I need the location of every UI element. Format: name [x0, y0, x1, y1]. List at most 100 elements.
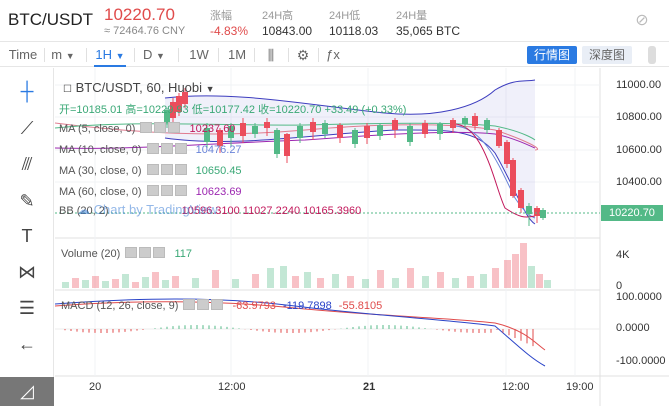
volume-bar: [232, 279, 239, 288]
legend-ma10: MA (10, close, 0) 10476.27: [59, 143, 242, 156]
legend-bb-label: BB (20, 2): [59, 205, 109, 217]
stat-change-label: 涨幅: [210, 10, 232, 22]
divider: [218, 48, 219, 62]
price-axis-label: 10400.00: [616, 176, 662, 188]
legend-eye-icon[interactable]: [183, 299, 196, 310]
legend-settings-icon[interactable]: [160, 185, 173, 196]
last-price-tag: 10220.70: [601, 205, 663, 221]
legend-macd-value-2: -119.7898: [283, 300, 332, 312]
legend-close-icon[interactable]: [211, 299, 224, 310]
candle-body: [472, 116, 478, 126]
volume-bar: [504, 260, 511, 288]
brush-icon[interactable]: ✎: [19, 191, 35, 211]
volume-bar: [332, 274, 339, 288]
volume-bar: [536, 274, 543, 288]
legend-ma60: MA (60, close, 0) 10623.69: [59, 185, 242, 198]
legend-title-text: BTC/USDT, 60, Huobi: [75, 80, 203, 95]
legend-close-icon[interactable]: [153, 247, 166, 258]
tab-hour[interactable]: 1H ▼: [94, 43, 126, 67]
tradingview-watermark[interactable]: ☁ Chart by TradingView: [77, 202, 218, 218]
pattern-icon[interactable]: ⋈: [18, 262, 36, 282]
ticker-header: BTC/USDT 10220.70 ≈ 72464.76 CNY 涨幅 -4.8…: [0, 0, 669, 42]
volume-bar: [437, 272, 444, 288]
parallel-lines-icon[interactable]: ⫻: [21, 154, 33, 174]
volume-bar: [280, 266, 287, 288]
volume-bar: [192, 278, 199, 288]
volume-bar: [252, 274, 259, 288]
tab-day-label: D: [143, 47, 153, 62]
tab-week[interactable]: 1W: [189, 47, 209, 62]
legend-settings-icon[interactable]: [160, 143, 173, 154]
tab-day[interactable]: D ▼: [142, 43, 166, 67]
theme-toggle-icon[interactable]: ⊘: [635, 12, 649, 29]
fib-levels-icon[interactable]: ☰: [18, 298, 36, 318]
candle-body: [422, 123, 428, 134]
candle-body: [322, 123, 328, 134]
legend-close-icon[interactable]: [174, 185, 187, 196]
volume-bar: [212, 270, 219, 288]
price-axis-label: 10800.00: [616, 111, 662, 123]
text-tool-icon[interactable]: T: [21, 226, 33, 246]
candle-body: [377, 125, 383, 136]
tab-minute[interactable]: m ▼: [50, 43, 76, 67]
volume-bar: [292, 276, 299, 288]
last-price: 10220.70: [104, 5, 175, 24]
depth-view-button[interactable]: 深度图: [582, 46, 632, 64]
volume-bar: [544, 280, 551, 288]
crosshair-icon[interactable]: ┼: [20, 81, 34, 101]
volume-bar: [317, 278, 324, 288]
legend-volume: Volume (20) 117: [61, 247, 192, 260]
stat-high-value: 10843.00: [262, 24, 313, 38]
legend-settings-icon[interactable]: [197, 299, 210, 310]
legend-macd: MACD (12, 26, close, 9) -63.9793 -119.78…: [61, 299, 382, 312]
legend-close-icon[interactable]: [168, 122, 181, 133]
cny-price: ≈ 72464.76 CNY: [104, 25, 186, 37]
candle-type-icon[interactable]: ⫼: [267, 47, 275, 63]
candle-body: [534, 208, 540, 216]
volume-bar: [267, 268, 274, 288]
tab-month[interactable]: 1M: [227, 47, 247, 62]
volume-bar: [480, 274, 487, 288]
legend-ohlc: 开=10185.01 高=10229.93 低=10177.42 收=10220…: [59, 104, 407, 116]
volume-bar: [422, 276, 429, 288]
macd-line: [55, 298, 546, 367]
candle-body: [484, 120, 490, 130]
candle-body: [284, 134, 290, 156]
candle-body: [264, 122, 270, 128]
bollinger-upper-line: [164, 79, 536, 115]
legend-eye-icon[interactable]: [146, 185, 159, 196]
legend-settings-icon[interactable]: [154, 122, 167, 133]
candle-body: [240, 123, 246, 136]
legend-eye-icon[interactable]: [140, 122, 153, 133]
time-axis-label: 21: [363, 381, 376, 393]
candle-body: [252, 126, 258, 134]
legend-eye-icon[interactable]: [125, 247, 138, 258]
ruler-icon[interactable]: ◿: [0, 377, 54, 406]
time-axis-label: 19:00: [566, 381, 594, 393]
legend-settings-icon[interactable]: [160, 164, 173, 175]
candle-body: [407, 126, 413, 142]
indicators-icon[interactable]: ƒx: [326, 47, 340, 62]
volume-bar: [520, 243, 527, 288]
legend-settings-icon[interactable]: [139, 247, 152, 258]
chart-area[interactable]: ☐ BTC/USDT, 60, Huobi ▼ 开=10185.01 高=102…: [55, 68, 669, 406]
chart-canvas[interactable]: [55, 68, 669, 406]
chart-view-button[interactable]: 行情图: [527, 46, 577, 64]
settings-icon[interactable]: ⚙: [296, 47, 310, 63]
tab-time[interactable]: Time: [8, 47, 38, 62]
legend-eye-icon[interactable]: [146, 143, 159, 154]
toolbar-scrollbar[interactable]: [648, 46, 656, 64]
volume-bar: [82, 280, 89, 288]
divider: [254, 48, 255, 62]
time-axis-label: 20: [89, 381, 102, 393]
chart-toolbar: Time m ▼ 1H ▼ D ▼ 1W 1M ⫼ ⚙ ƒx 行情图 深度图: [0, 43, 669, 67]
cloud-logo-icon: ☁: [77, 202, 90, 217]
back-arrow-icon[interactable]: ←: [18, 334, 36, 354]
legend-close-icon[interactable]: [174, 164, 187, 175]
drawing-tools-panel: ┼ ⟋ ⫻ ✎ T ⋈ ☰ ← ◿: [0, 68, 54, 406]
trendline-icon[interactable]: ⟋: [20, 118, 34, 138]
candle-body: [170, 102, 176, 118]
volume-bar: [452, 278, 459, 288]
legend-eye-icon[interactable]: [146, 164, 159, 175]
legend-close-icon[interactable]: [174, 143, 187, 154]
